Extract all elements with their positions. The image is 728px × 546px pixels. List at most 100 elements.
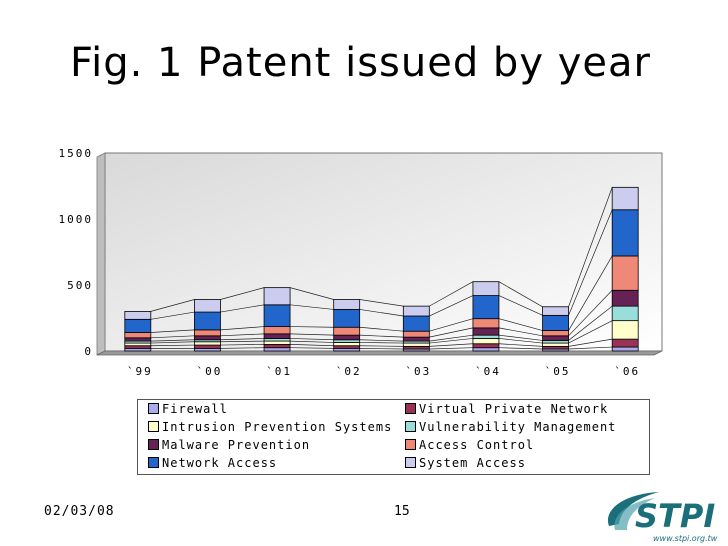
bar-segment	[611, 186, 639, 211]
bar-segment	[194, 329, 221, 337]
logo-swoosh-icon	[607, 492, 659, 526]
legend-item: Firewall	[148, 402, 228, 416]
bar-segment	[194, 344, 221, 349]
legend-item: Network Access	[148, 456, 277, 470]
bar-segment	[402, 315, 430, 332]
legend-item: Vulnerability Management	[405, 420, 616, 434]
y-tick-label: 0	[84, 345, 93, 358]
x-tick-label: `05	[545, 365, 571, 378]
legend-label: Virtual Private Network	[419, 402, 609, 416]
stpi-logo: STPI www.stpi.org.tw	[607, 492, 718, 543]
y-tick-label: 500	[67, 279, 93, 292]
series-connector	[568, 209, 613, 316]
bar-segment	[402, 330, 430, 338]
series-connector	[568, 290, 613, 337]
bar-segment	[542, 342, 569, 347]
x-tick-label: `00	[197, 365, 223, 378]
series-connector	[220, 333, 265, 337]
series-connector	[290, 338, 334, 341]
series-connector	[429, 295, 474, 317]
legend-item: Malware Prevention	[148, 438, 310, 452]
legend-swatch	[148, 439, 159, 450]
bar-segment	[611, 346, 639, 352]
series-connector	[498, 338, 543, 344]
series-connector	[568, 255, 613, 331]
slide-date: 02/03/08	[44, 504, 115, 519]
series-connector	[498, 327, 543, 337]
x-tick-label: `03	[405, 365, 431, 378]
bar-segment	[333, 299, 361, 310]
bar-segment	[611, 338, 639, 348]
bar-segment	[194, 335, 221, 341]
series-connector	[429, 327, 474, 338]
series-connector	[150, 339, 195, 342]
series-connector	[290, 326, 334, 328]
series-connector	[220, 287, 265, 300]
x-tick-label: `04	[475, 365, 501, 378]
series-connector	[498, 334, 543, 341]
y-tick-label: 1000	[59, 213, 94, 226]
bar-segment	[333, 342, 361, 347]
series-connector	[290, 347, 334, 349]
series-connector	[220, 340, 265, 343]
x-tick-label: `01	[266, 365, 292, 378]
bar-segment	[263, 304, 291, 327]
bar-segment	[542, 330, 569, 337]
series-connector	[220, 326, 265, 331]
series-connector	[220, 347, 265, 349]
bar-segment	[263, 347, 291, 352]
bar-segment	[263, 340, 291, 345]
legend-swatch	[405, 421, 416, 432]
series-connector	[359, 309, 404, 317]
legend-label: Intrusion Prevention Systems	[162, 420, 393, 434]
series-connector	[568, 346, 613, 350]
series-connector	[568, 305, 613, 341]
series-connector	[429, 281, 474, 307]
series-connector	[568, 320, 613, 344]
bar-segment	[472, 327, 500, 336]
legend-item: System Access	[405, 456, 526, 470]
bar-segment	[402, 305, 430, 317]
legend-swatch	[148, 457, 159, 468]
series-connector	[359, 334, 404, 338]
chart-legend: Firewall Virtual Private Network Intrusion…	[137, 399, 650, 475]
bar-segment	[611, 320, 639, 340]
series-connector	[359, 339, 404, 342]
series-connector	[498, 318, 543, 331]
series-connector	[429, 343, 473, 347]
series-connector	[429, 347, 473, 350]
series-connector	[150, 335, 195, 339]
series-connector	[568, 187, 613, 307]
bar-segment	[194, 299, 221, 313]
series-connector	[150, 329, 195, 333]
bar-segment	[263, 287, 291, 306]
bar-segment	[472, 281, 500, 296]
legend-swatch	[148, 403, 159, 414]
bar-segment	[124, 318, 152, 333]
y-tick-label: 1500	[59, 147, 94, 160]
legend-label: Vulnerability Management	[419, 420, 617, 434]
series-connector	[359, 342, 404, 344]
x-tick-label: `02	[336, 365, 362, 378]
legend-item: Intrusion Prevention Systems	[148, 420, 392, 434]
x-tick-label: `06	[614, 365, 640, 378]
bar-segment	[263, 326, 291, 335]
slide-page-number: 15	[394, 504, 410, 519]
series-connector	[290, 304, 334, 310]
x-tick-label: `99	[127, 365, 153, 378]
series-connector	[150, 344, 195, 347]
bar-segment	[402, 336, 430, 342]
bar-segment	[124, 332, 152, 339]
bar-segment	[542, 306, 569, 316]
legend-item: Access Control	[405, 438, 534, 452]
plot-floor	[96, 350, 663, 356]
series-connector	[568, 338, 613, 347]
series-connector	[150, 341, 195, 344]
series-connector	[429, 334, 473, 342]
series-connector	[290, 344, 334, 347]
bar-segment	[194, 311, 221, 331]
series-connector	[498, 347, 543, 350]
series-connector	[498, 343, 543, 347]
bar-segment	[402, 342, 430, 347]
